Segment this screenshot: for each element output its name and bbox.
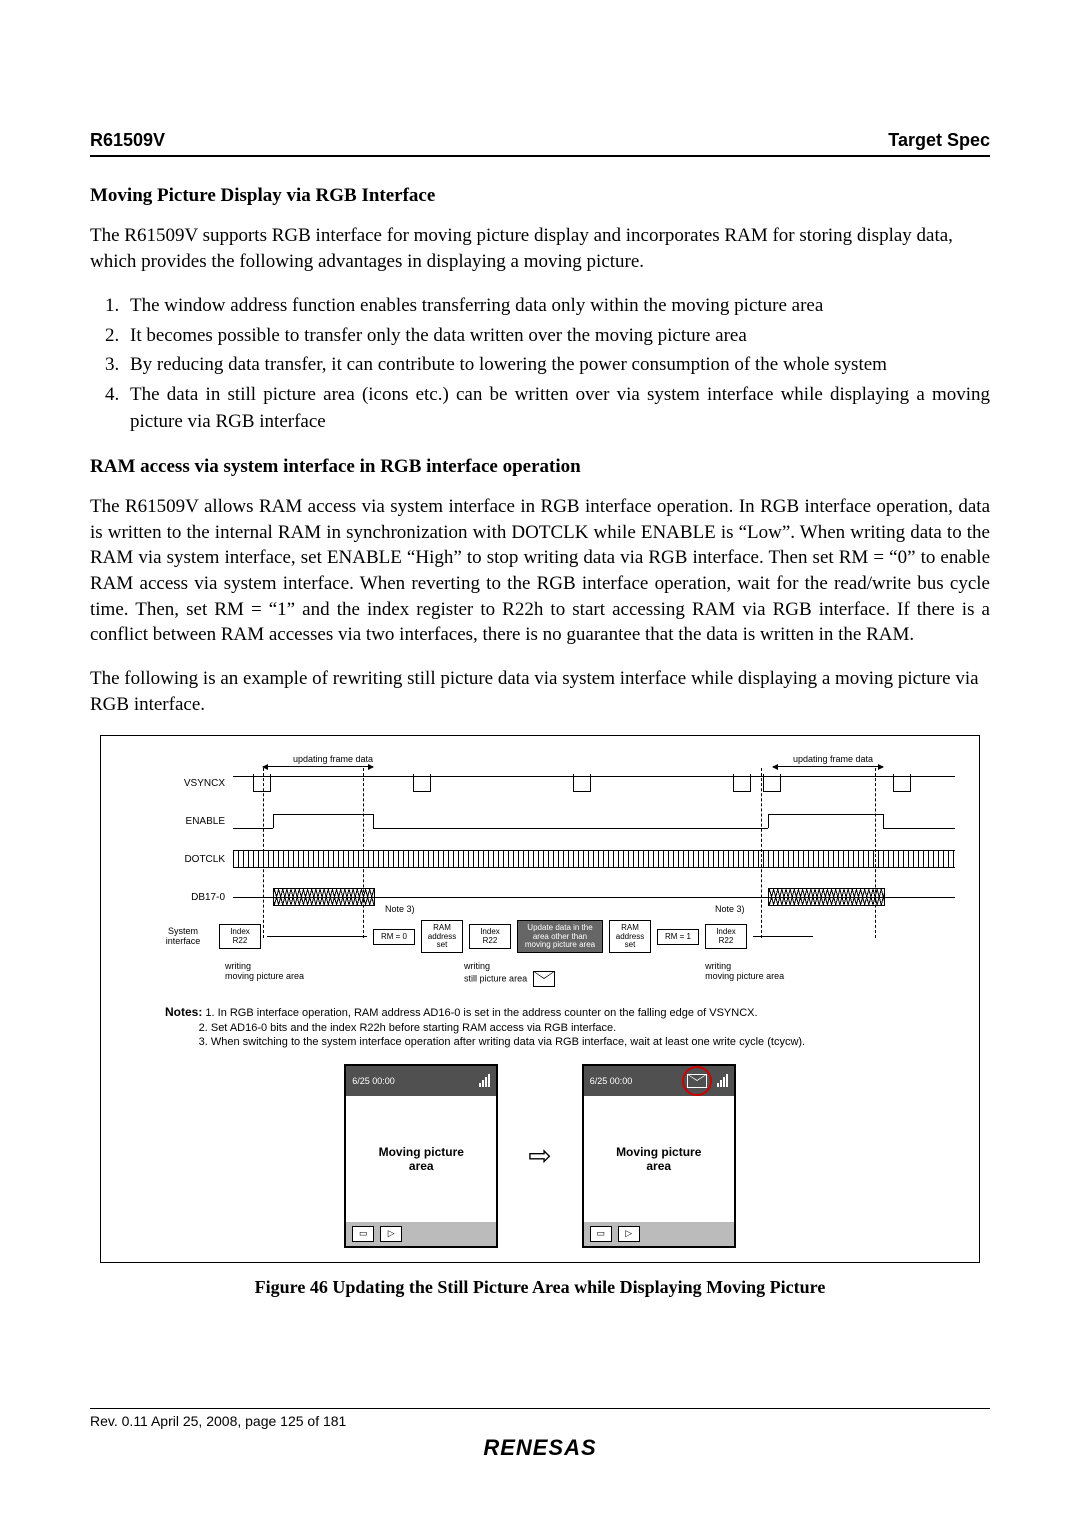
system-interface-row: System interface Index R22 RM = 0 RAM ad… — [153, 920, 965, 953]
figure-notes: Notes: 1. In RGB interface operation, RA… — [165, 1005, 965, 1049]
stop-icon: ▭ — [352, 1226, 374, 1242]
dash-line — [363, 768, 364, 938]
phone-right: 6/25 00:00 Moving picture area ▭ ▷ — [582, 1064, 736, 1248]
list-item: The window address function enables tran… — [124, 292, 990, 320]
list-item: By reducing data transfer, it can contri… — [124, 351, 990, 379]
section2-p1: The R61509V allows RAM access via system… — [90, 494, 990, 648]
envelope-icon — [687, 1074, 707, 1088]
stop-icon: ▭ — [590, 1226, 612, 1242]
box-rm0: RM = 0 — [373, 929, 415, 945]
dash-line — [875, 768, 876, 938]
phone-left: 6/25 00:00 Moving picture area ▭ ▷ — [344, 1064, 498, 1248]
updating-label-left: updating frame data — [293, 754, 373, 764]
signal-label-enable: ENABLE — [155, 816, 233, 827]
note-2: 2. Set AD16-0 bits and the index R22h be… — [199, 1022, 617, 1034]
label-writing-still: writing still picture area — [464, 961, 555, 987]
signal-label-vsyncx: VSYNCX — [155, 778, 233, 789]
updating-label-right: updating frame data — [793, 754, 873, 764]
box-index-r22: Index R22 — [705, 924, 747, 949]
mail-highlight-circle — [682, 1066, 712, 1096]
box-ram-addr: RAM address set — [421, 920, 463, 953]
signal-label-system: System interface — [153, 927, 213, 947]
signal-label-dotclk: DOTCLK — [155, 854, 233, 865]
arrow-right-icon: ⇨ — [528, 1139, 551, 1172]
phone-screens: 6/25 00:00 Moving picture area ▭ ▷ ⇨ 6/2… — [115, 1064, 965, 1248]
header-left: R61509V — [90, 130, 165, 151]
list-item: It becomes possible to transfer only the… — [124, 322, 990, 350]
page-footer: Rev. 0.11 April 25, 2008, page 125 of 18… — [90, 1408, 990, 1429]
db-wave — [233, 886, 955, 908]
note3-label: Note 3) — [385, 904, 415, 914]
note3-label: Note 3) — [715, 904, 745, 914]
signal-bars-icon — [717, 1074, 728, 1087]
phone-mid-label: Moving picture area — [346, 1096, 496, 1222]
figure-caption: Figure 46 Updating the Still Picture Are… — [90, 1277, 990, 1298]
page-header: R61509V Target Spec — [90, 130, 990, 157]
header-right: Target Spec — [888, 130, 990, 151]
phone-time: 6/25 00:00 — [590, 1076, 633, 1086]
timing-diagram: updating frame data updating frame data … — [155, 754, 955, 912]
section1-p1: The R61509V supports RGB interface for m… — [90, 223, 990, 274]
arrow — [263, 766, 373, 767]
figure-46: updating frame data updating frame data … — [100, 735, 980, 1262]
footer-rev: Rev. 0.11 April 25, 2008, page 125 of 18… — [90, 1413, 346, 1429]
label-writing-moving: writing moving picture area — [705, 961, 784, 987]
advantages-list: The window address function enables tran… — [90, 292, 990, 436]
play-icon: ▷ — [618, 1226, 640, 1242]
vsyncx-wave — [233, 772, 955, 794]
list-item: The data in still picture area (icons et… — [124, 381, 990, 436]
box-index-r22: Index R22 — [469, 924, 511, 949]
section2-title: RAM access via system interface in RGB i… — [90, 456, 990, 478]
envelope-icon — [533, 971, 555, 987]
box-index-r22: Index R22 — [219, 924, 261, 949]
label-writing-moving: writing moving picture area — [225, 961, 304, 987]
section1-title: Moving Picture Display via RGB Interface — [90, 185, 990, 207]
dash-line — [761, 768, 762, 938]
enable-wave — [233, 810, 955, 832]
phone-time: 6/25 00:00 — [352, 1076, 395, 1086]
box-update-data: Update data in the area other than movin… — [517, 920, 603, 953]
signal-label-db: DB17-0 — [155, 892, 233, 903]
note-3: 3. When switching to the system interfac… — [199, 1036, 805, 1048]
note-1: 1. In RGB interface operation, RAM addre… — [205, 1007, 757, 1019]
notes-label: Notes: — [165, 1005, 202, 1019]
arrow — [773, 766, 883, 767]
dash-line — [263, 768, 264, 938]
box-ram-addr: RAM address set — [609, 920, 651, 953]
box-rm1: RM = 1 — [657, 929, 699, 945]
play-icon: ▷ — [380, 1226, 402, 1242]
brand-logo: RENESAS — [0, 1435, 1080, 1461]
section2-p2: The following is an example of rewriting… — [90, 666, 990, 717]
below-labels: writing moving picture area writing stil… — [225, 961, 965, 987]
signal-bars-icon — [479, 1074, 490, 1087]
dotclk-wave — [233, 848, 955, 870]
phone-mid-label: Moving picture area — [584, 1096, 734, 1222]
